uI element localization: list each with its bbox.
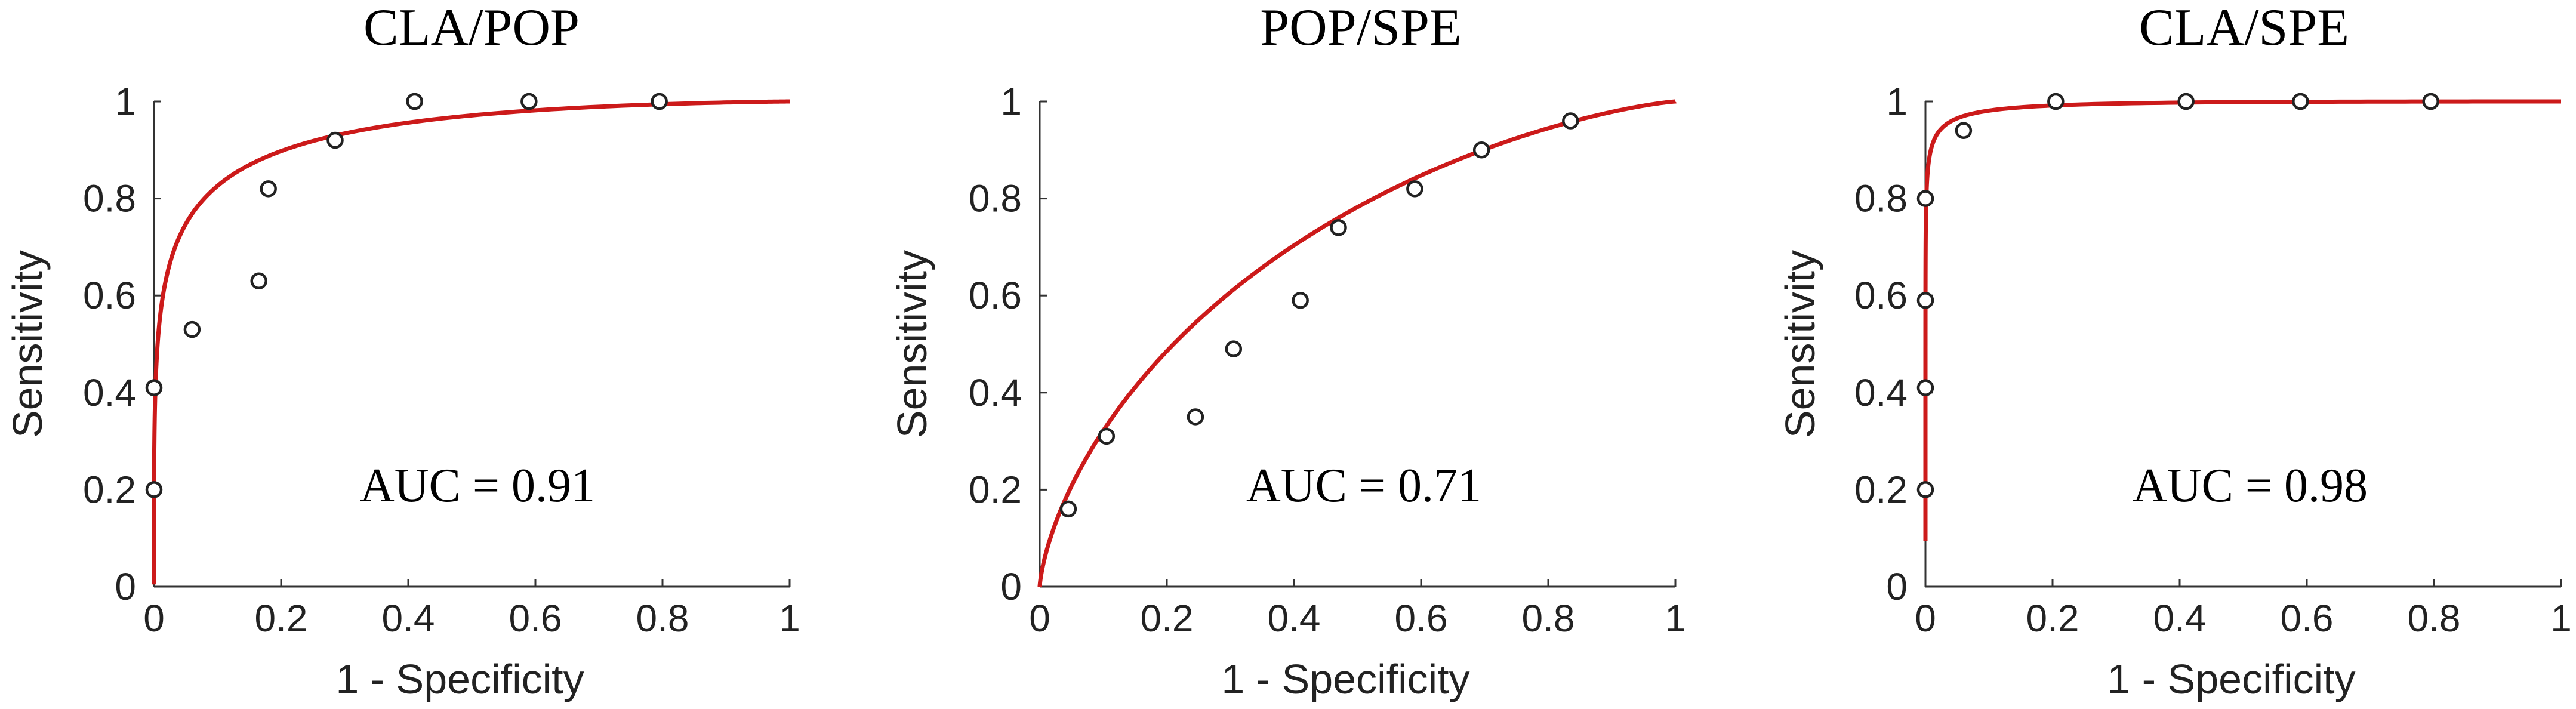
- y-tick-label: 0: [115, 565, 136, 608]
- data-point: [2292, 93, 2309, 110]
- data-point: [260, 180, 277, 198]
- y-tick-label: 0.8: [969, 177, 1022, 220]
- auc-annotation: AUC = 0.91: [360, 460, 595, 512]
- y-tick-label: 0.4: [83, 371, 136, 414]
- data-point: [406, 93, 423, 110]
- x-tick-label: 0.6: [1395, 597, 1448, 640]
- data-point: [145, 481, 163, 498]
- data-point: [1406, 180, 1423, 198]
- fitted-roc-curve: [1037, 99, 1677, 588]
- data-point: [2047, 93, 2065, 110]
- roc-panels: CLA/POP 0 0.2 0.4 0.6 0.8 1 0 0.2 0.4 0.6 0.8 1 1 - S…: [4, 0, 2572, 702]
- y-tick-label: 0.6: [969, 274, 1022, 317]
- y-tick-label: 0.8: [83, 177, 136, 220]
- x-tick-label: 0: [143, 597, 165, 640]
- y-tick-label: 1: [1000, 80, 1022, 123]
- x-tick-label: 0.4: [382, 597, 435, 640]
- auc-annotation: AUC = 0.98: [2133, 460, 2368, 512]
- data-point: [1916, 190, 1934, 207]
- x-axis-label: 1 - Specificity: [1221, 656, 1469, 702]
- fitted-roc-curve: [152, 99, 790, 585]
- data-point: [1916, 481, 1934, 498]
- data-point: [1916, 292, 1934, 309]
- y-tick-label: 1: [115, 80, 136, 123]
- data-point: [1955, 122, 1973, 140]
- data-point: [2422, 93, 2439, 110]
- y-axis-label: Sensitivity: [1777, 250, 1823, 438]
- x-tick-label: 0: [1029, 597, 1050, 640]
- y-axis-label: Sensitivity: [889, 250, 935, 438]
- data-point: [1330, 219, 1347, 236]
- data-point: [1059, 500, 1077, 518]
- data-point: [1292, 292, 1309, 309]
- x-axis-label: 1 - Specificity: [335, 656, 584, 702]
- y-tick-label: 0.6: [1854, 274, 1908, 317]
- x-tick-label: 0.2: [255, 597, 308, 640]
- data-point: [326, 131, 344, 149]
- roc-panel-3: CLA/SPE 0 0.2 0.4 0.6 0.8 1 0 0.2 0.4 0.6 0.8 1 1 - S…: [1777, 0, 2572, 702]
- chart-title: POP/SPE: [1260, 0, 1462, 57]
- y-tick-label: 0.2: [969, 468, 1022, 511]
- x-tick-label: 0.6: [2281, 597, 2334, 640]
- y-tick-label: 0.2: [1854, 468, 1908, 511]
- chart-title: CLA/SPE: [2139, 0, 2349, 57]
- data-point: [1225, 340, 1243, 357]
- y-tick-label: 0.6: [83, 274, 136, 317]
- data-point: [1916, 379, 1934, 396]
- roc-panel-1: CLA/POP 0 0.2 0.4 0.6 0.8 1 0 0.2 0.4 0.6 0.8 1 1 - S…: [4, 0, 800, 702]
- x-tick-label: 0.8: [636, 597, 689, 640]
- x-tick-label: 0.8: [2408, 597, 2461, 640]
- data-point: [1562, 112, 1579, 130]
- data-point: [1187, 408, 1204, 426]
- y-tick-label: 0.4: [969, 371, 1022, 414]
- data-point: [651, 93, 668, 110]
- x-tick-label: 0.4: [2153, 597, 2207, 640]
- x-tick-label: 1: [2550, 597, 2572, 640]
- data-point: [145, 379, 163, 396]
- chart-title: CLA/POP: [363, 0, 580, 57]
- data-point: [520, 93, 538, 110]
- x-axis-label: 1 - Specificity: [2107, 656, 2355, 702]
- data-point: [183, 320, 201, 338]
- auc-annotation: AUC = 0.71: [1246, 460, 1481, 512]
- x-tick-label: 0.2: [2026, 597, 2079, 640]
- y-tick-label: 0.4: [1854, 371, 1908, 414]
- x-tick-label: 1: [779, 597, 800, 640]
- x-tick-label: 0.2: [1141, 597, 1194, 640]
- data-point: [1098, 427, 1116, 445]
- data-point: [2177, 93, 2195, 110]
- data-point: [250, 272, 267, 290]
- y-tick-label: 0: [1886, 565, 1908, 608]
- y-tick-label: 0: [1000, 565, 1022, 608]
- x-tick-label: 1: [1665, 597, 1686, 640]
- x-tick-label: 0: [1915, 597, 1936, 640]
- x-tick-label: 0.8: [1522, 597, 1575, 640]
- y-tick-label: 0.8: [1854, 177, 1908, 220]
- data-point: [1472, 141, 1490, 159]
- fitted-roc-curve: [1923, 99, 2561, 542]
- roc-panel-2: POP/SPE 0 0.2 0.4 0.6 0.8 1 0 0.2 0.4 0.6 0.8 1 1 - S…: [889, 0, 1686, 702]
- y-axis-label: Sensitivity: [4, 250, 51, 438]
- x-tick-label: 0.4: [1268, 597, 1321, 640]
- y-tick-label: 1: [1886, 80, 1908, 123]
- y-tick-label: 0.2: [83, 468, 136, 511]
- x-tick-label: 0.6: [509, 597, 562, 640]
